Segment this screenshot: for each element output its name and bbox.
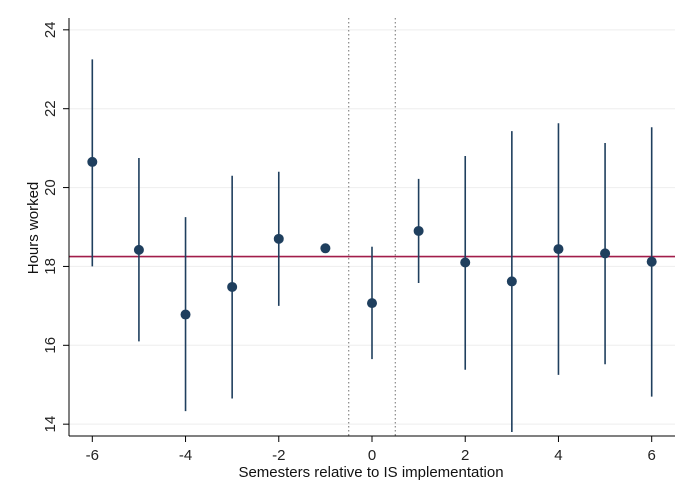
x-tick-label: -6	[86, 447, 99, 464]
y-tick-label: 20	[42, 179, 59, 196]
x-tick-label: -4	[179, 447, 192, 464]
data-point	[227, 281, 238, 292]
x-tick-label: 0	[368, 447, 376, 464]
x-tick-label: 4	[554, 447, 562, 464]
x-tick-label: 6	[648, 447, 656, 464]
gridlines	[69, 29, 675, 425]
data-point	[320, 243, 331, 254]
confidence-intervals	[91, 59, 653, 433]
y-tick-label: 14	[42, 416, 59, 433]
data-points	[87, 156, 657, 320]
data-point	[600, 248, 611, 259]
y-tick-label: 16	[42, 337, 59, 354]
y-axis-title: Hours worked	[25, 182, 42, 275]
x-axis-title: Semesters relative to IS implementation	[238, 464, 503, 481]
data-point	[646, 256, 657, 267]
data-point	[273, 233, 284, 244]
y-tick-label: 24	[42, 21, 59, 38]
vertical-dotted-lines	[348, 18, 396, 436]
data-point	[133, 244, 144, 255]
data-point	[460, 257, 471, 268]
y-axis-ticks: 14 16 18 20 22 24	[42, 21, 69, 433]
x-axis-ticks: -6 -4 -2 0 2 4 6	[86, 436, 656, 464]
data-point	[413, 225, 424, 236]
data-point	[367, 298, 377, 309]
data-point	[87, 156, 98, 167]
y-tick-label: 18	[42, 258, 59, 275]
x-tick-label: -2	[272, 447, 285, 464]
y-tick-label: 22	[42, 100, 59, 117]
data-point	[506, 276, 517, 287]
x-tick-label: 2	[461, 447, 469, 464]
data-point	[180, 309, 191, 320]
data-point	[553, 244, 564, 255]
axes	[68, 18, 675, 437]
